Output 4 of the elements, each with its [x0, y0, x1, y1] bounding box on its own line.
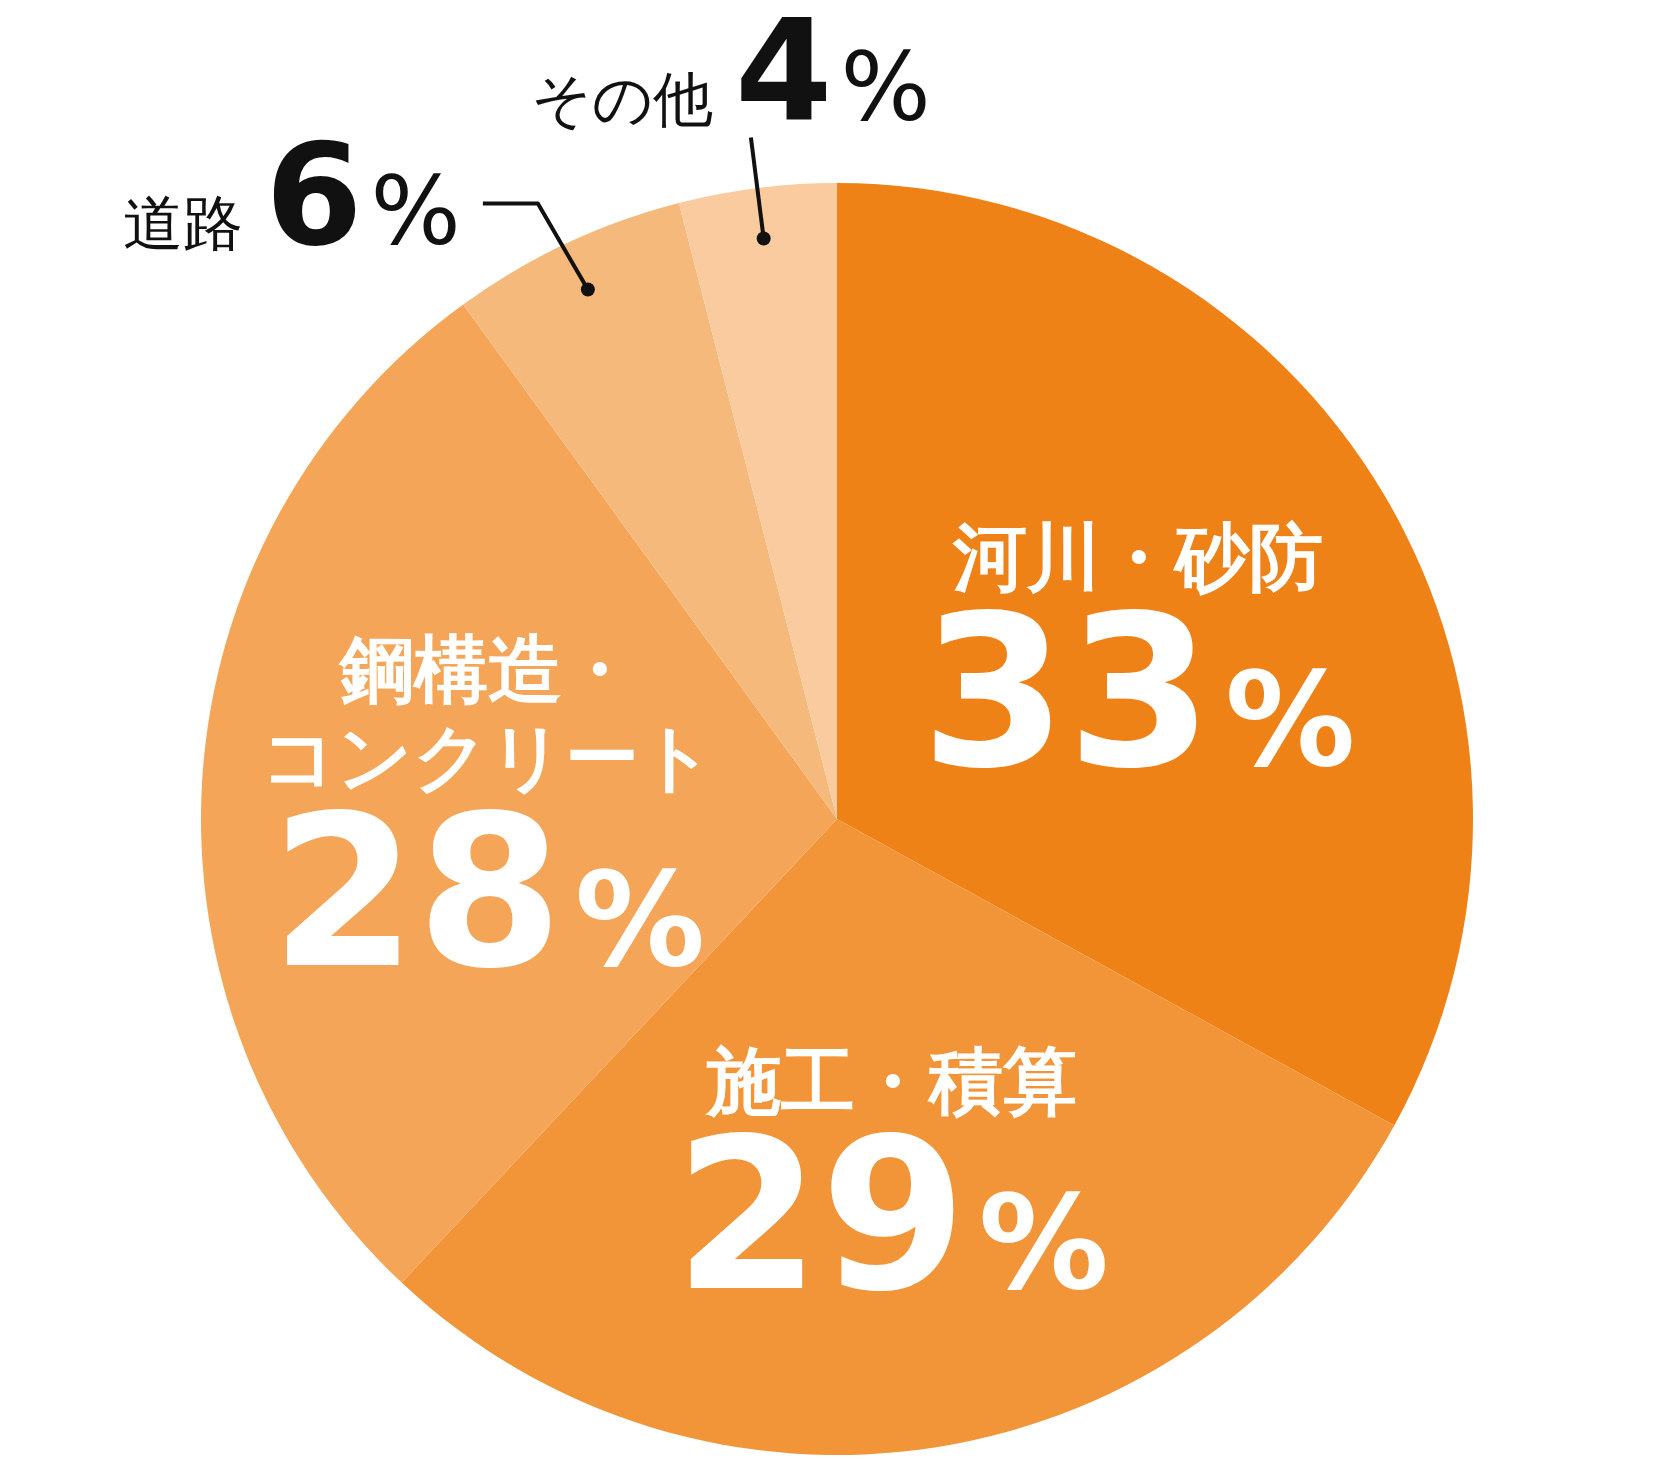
slice-label: 道路 [123, 187, 244, 258]
slice-label: その他 [531, 63, 714, 134]
data-label: 4% [735, 0, 931, 153]
data-label: 6% [265, 113, 461, 277]
